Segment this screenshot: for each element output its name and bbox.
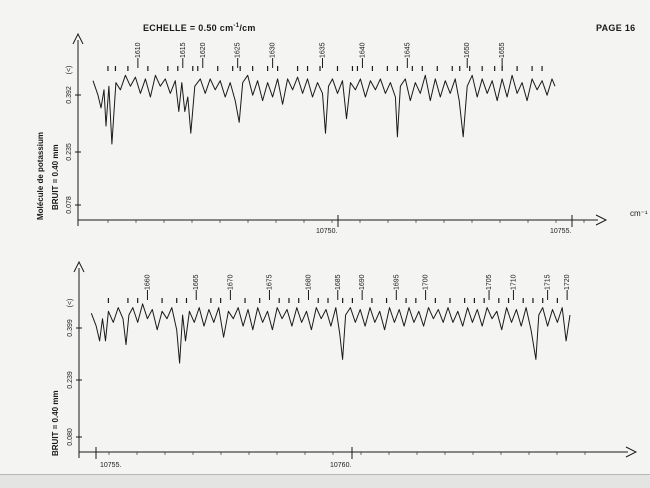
y-axis-arrow-0 (72, 32, 84, 45)
line-label-1-5: 1685 (335, 274, 342, 290)
line-label-1-12: 1720 (564, 274, 571, 290)
y-tick-label-1-0: 0.399 (67, 319, 74, 337)
line-label-1-10: 1710 (510, 274, 517, 290)
y-tick-label-1-1: 0.239 (67, 371, 74, 389)
line-label-1-7: 1695 (393, 274, 400, 290)
line-label-0-8: 1650 (464, 42, 471, 58)
line-label-1-4: 1680 (305, 274, 312, 290)
line-label-1-9: 1705 (486, 274, 493, 290)
line-label-0-5: 1635 (320, 42, 327, 58)
y-axis-arrow-1 (73, 260, 85, 273)
line-label-1-6: 1690 (359, 274, 366, 290)
line-label-1-11: 1715 (545, 274, 552, 290)
spectrum-line-0 (92, 74, 556, 145)
line-label-1-2: 1670 (227, 274, 234, 290)
y-tick-label-0-0: 0.392 (66, 86, 73, 104)
line-label-0-1: 1615 (180, 42, 187, 58)
x-tick-label-0-0: 10750. (316, 228, 337, 235)
y-tick-label-0-1: 0.235 (66, 143, 73, 161)
line-label-0-2: 1620 (200, 42, 207, 58)
line-label-0-4: 1630 (270, 42, 277, 58)
line-label-0-7: 1645 (404, 42, 411, 58)
x-axis-arrow-0 (595, 214, 608, 226)
y-tick-label-1-2: 0.080 (67, 428, 74, 446)
line-label-0-6: 1640 (359, 42, 366, 58)
line-label-0-9: 1655 (499, 42, 506, 58)
y-tick-label-0-2: 0.078 (66, 196, 73, 214)
x-tick-label-1-0: 10755. (100, 462, 121, 469)
x-tick-label-1-1: 10760. (330, 462, 351, 469)
scale-label: ECHELLE = 0.50 cm-1/cm (143, 23, 256, 33)
line-label-0-3: 1625 (235, 42, 242, 58)
y-axis-label-0: (<) (66, 66, 73, 75)
x-axis-arrow-1 (625, 446, 638, 458)
x-tick-label-0-1: 10755. (550, 228, 571, 235)
line-label-1-3: 1675 (266, 274, 273, 290)
sheet-edge (0, 474, 650, 488)
scale-exponent: -1 (233, 23, 240, 29)
scale-unit: /cm (239, 23, 256, 33)
line-label-1-1: 1665 (193, 274, 200, 290)
line-label-1-0: 1660 (144, 274, 151, 290)
spectrum-line-1 (90, 303, 571, 364)
line-label-1-8: 1700 (423, 274, 430, 290)
line-label-0-0: 1610 (135, 42, 142, 58)
scale-label-text: ECHELLE = 0.50 cm (143, 23, 234, 33)
x-axis-unit-0: cm⁻¹ (630, 209, 648, 218)
y-axis-label-1: (<) (67, 299, 74, 308)
page-number: PAGE 16 (596, 23, 636, 33)
